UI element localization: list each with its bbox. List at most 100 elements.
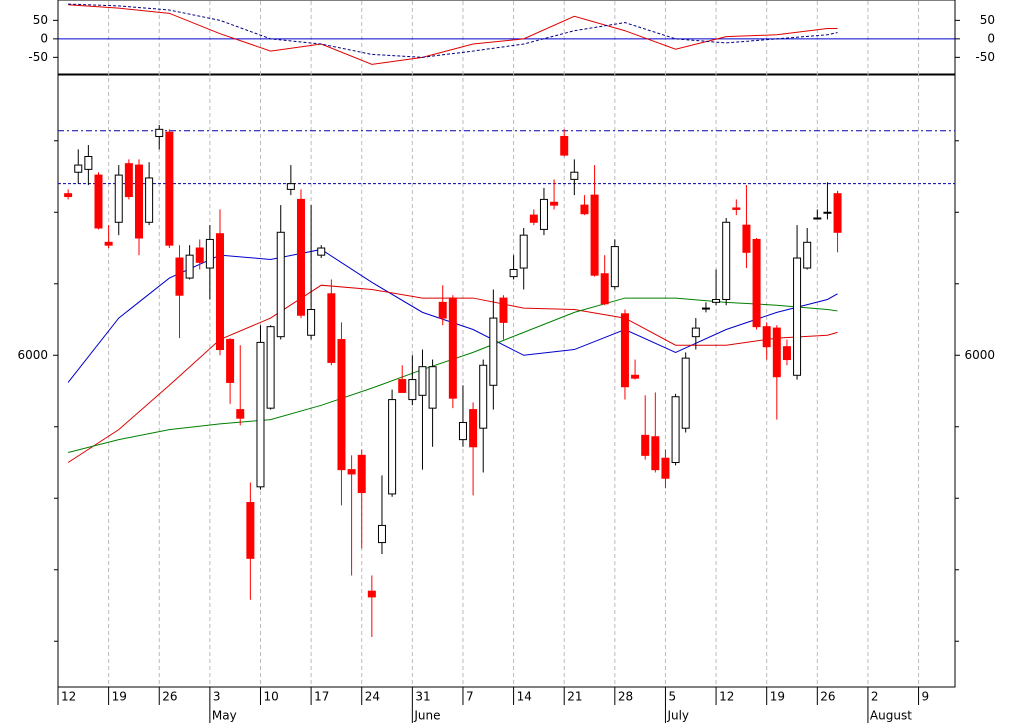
month-label: August	[870, 709, 912, 723]
indicator-line	[68, 4, 838, 65]
candle-body	[94, 174, 103, 229]
candle-body	[519, 234, 528, 269]
moving-average	[68, 297, 838, 453]
candle-body	[752, 238, 761, 328]
x-tick-label: 19	[770, 690, 785, 704]
candle-body	[823, 211, 832, 214]
x-tick-label: 19	[112, 690, 127, 704]
y-tick-label: 50	[980, 13, 995, 27]
x-tick-label: 28	[618, 690, 633, 704]
candle-body	[712, 298, 721, 303]
candle-body	[266, 326, 275, 409]
candle-body	[145, 177, 154, 223]
y-tick-label: 6000	[17, 348, 48, 362]
x-tick-label: 7	[466, 690, 474, 704]
candle-body	[134, 164, 143, 239]
candle-body	[732, 207, 741, 210]
candle-body	[772, 327, 781, 378]
y-tick-label: 0	[40, 31, 48, 45]
candle-body	[722, 221, 731, 300]
candle-body	[509, 268, 518, 278]
candle-body	[469, 409, 478, 448]
candle-body	[155, 128, 164, 137]
x-tick-label: 12	[61, 690, 76, 704]
x-tick-label: 21	[567, 690, 582, 704]
x-tick-label: 26	[162, 690, 177, 704]
candle-body	[226, 339, 235, 383]
x-tick-label: 2	[871, 690, 879, 704]
candle-body	[215, 233, 224, 351]
candle-body	[438, 301, 447, 319]
candle-body	[236, 409, 245, 419]
candle-body	[479, 364, 488, 429]
x-tick-label: 10	[263, 690, 278, 704]
candle-body	[610, 246, 619, 288]
candle-body	[803, 241, 812, 269]
candle-body	[104, 241, 113, 246]
x-tick-label: 17	[314, 690, 329, 704]
candle-body	[185, 254, 194, 279]
month-label: July	[666, 709, 689, 723]
candle-body	[762, 326, 771, 348]
candle-body	[246, 502, 255, 559]
candle-body	[539, 198, 548, 230]
candle-body	[641, 434, 650, 456]
candle-body	[175, 257, 184, 296]
candle-body	[317, 247, 326, 256]
candle-body	[458, 421, 467, 441]
y-tick-label: 50	[33, 13, 48, 27]
x-tick-label: 9	[922, 690, 930, 704]
panel-frame	[57, 0, 956, 75]
y-tick-label: 0	[987, 31, 995, 45]
candle-body	[813, 217, 822, 220]
month-label: June	[413, 709, 440, 723]
candle-body	[671, 396, 680, 464]
candle-body	[833, 193, 842, 233]
candle-body	[681, 357, 690, 429]
candle-body	[64, 193, 73, 198]
x-tick-label: 26	[820, 690, 835, 704]
candle-body	[560, 135, 569, 156]
panel-frame	[57, 74, 956, 688]
candle-body	[377, 524, 386, 544]
candle-body	[489, 317, 498, 386]
candle-body	[691, 327, 700, 338]
candle-body	[782, 346, 791, 361]
candle-body	[74, 164, 83, 173]
month-label: May	[212, 709, 237, 723]
candle-body	[428, 366, 437, 409]
candle-body	[337, 339, 346, 471]
y-tick-label: -50	[28, 50, 48, 64]
candle-body	[307, 309, 316, 336]
candle-body	[347, 469, 356, 475]
candle-body	[793, 257, 802, 376]
x-tick-label: 14	[517, 690, 532, 704]
x-tick-label: 5	[668, 690, 676, 704]
y-tick-label: -50	[975, 50, 995, 64]
candle-body	[742, 224, 751, 253]
candle-body	[499, 297, 508, 323]
x-tick-label: 31	[415, 690, 430, 704]
candle-body	[631, 374, 640, 379]
candle-body	[550, 201, 559, 206]
candle-body	[418, 366, 427, 396]
candle-body	[296, 198, 305, 316]
candle-body	[195, 247, 204, 263]
candle-body	[408, 379, 417, 401]
x-tick-label: 12	[719, 690, 734, 704]
candle-body	[448, 297, 457, 399]
candle-body	[388, 399, 397, 495]
candle-body	[256, 341, 265, 488]
candle-body	[529, 214, 538, 223]
candle-body	[398, 379, 407, 393]
candle-body	[580, 204, 589, 215]
x-tick-label: 3	[213, 690, 221, 704]
x-tick-label: 24	[365, 690, 380, 704]
candle-body	[124, 163, 133, 198]
y-tick-label: 6000	[964, 348, 995, 362]
candle-body	[357, 454, 366, 494]
candle-body	[114, 174, 123, 223]
candle-body	[84, 156, 93, 170]
candle-body	[661, 457, 670, 479]
